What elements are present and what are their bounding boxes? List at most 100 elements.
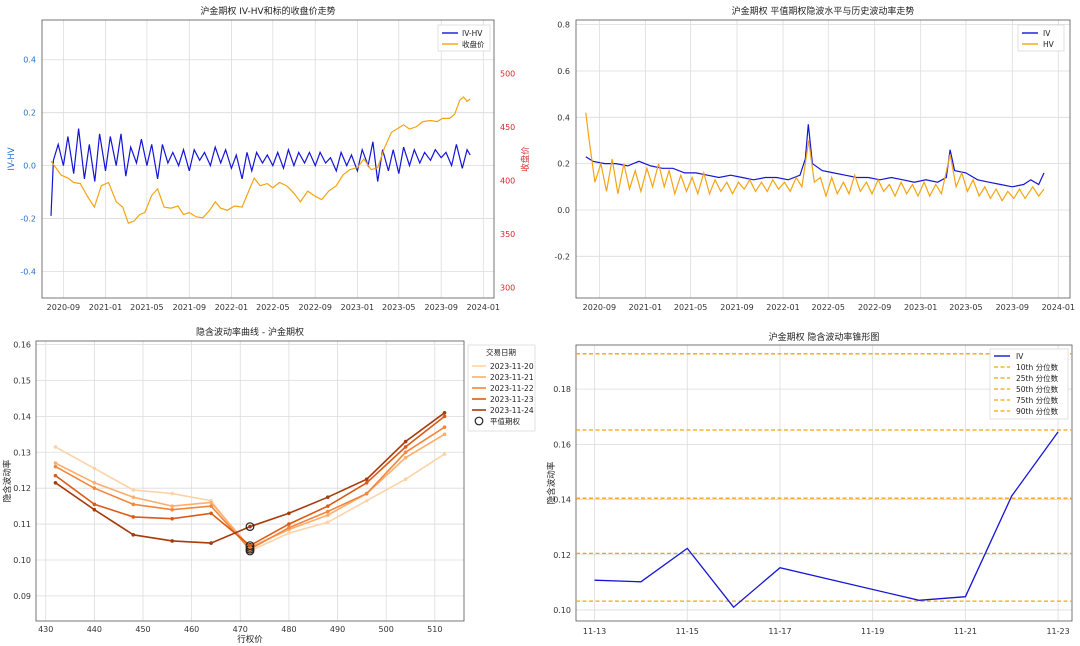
- x-tick-label: 450: [135, 625, 150, 634]
- x-tick-label: 440: [87, 625, 102, 634]
- data-point: [403, 439, 408, 444]
- y-axis-label: 隐含波动率: [2, 459, 13, 502]
- y-tick-label: 0.09: [13, 592, 31, 601]
- data-point: [131, 502, 136, 507]
- x-tick-label: 460: [184, 625, 199, 634]
- x-tick-label: 480: [281, 625, 296, 634]
- x-tick-label: 2022-05: [812, 303, 845, 312]
- data-point: [403, 450, 408, 455]
- legend-label: 25th 分位数: [1016, 373, 1059, 383]
- x-axis-label: 行权价: [237, 634, 263, 645]
- data-point: [131, 533, 136, 537]
- data-point: [92, 480, 97, 485]
- series-line-iv-hv: [50, 128, 471, 216]
- x-tick-label: 2021-09: [173, 303, 206, 312]
- x-tick-label: 2021-05: [674, 303, 707, 312]
- y-tick-label-right: 500: [500, 69, 515, 78]
- x-tick-label: 500: [379, 625, 394, 634]
- data-point: [53, 473, 58, 478]
- y-tick-label: 0.14: [553, 496, 571, 505]
- x-tick-label: 430: [38, 625, 53, 634]
- chart-title: 隐含波动率曲线 - 沪金期权: [196, 326, 304, 338]
- series-line-iv: [594, 431, 1059, 609]
- legend-label: 90th 分位数: [1016, 406, 1059, 416]
- x-tick-label: 2021-09: [720, 303, 753, 312]
- plot-frame: [575, 344, 1073, 622]
- y-tick-label: -0.2: [554, 252, 570, 261]
- y-tick-label: 0.14: [13, 412, 31, 421]
- data-point: [442, 425, 447, 429]
- data-point: [287, 531, 291, 535]
- data-point: [92, 466, 97, 471]
- x-tick-label: 2023-05: [382, 303, 415, 312]
- y-tick-label-right: 400: [500, 176, 515, 185]
- legend-label: 平值期权: [490, 416, 520, 426]
- data-point: [364, 491, 369, 496]
- x-tick-label: 11-23: [1046, 627, 1069, 636]
- x-tick-label: 2023-05: [949, 303, 982, 312]
- data-point: [364, 498, 369, 503]
- data-point: [131, 488, 136, 492]
- data-point: [287, 522, 291, 526]
- data-point: [248, 524, 252, 529]
- data-point: [248, 543, 252, 548]
- plot-frame: [35, 340, 465, 622]
- series-line-hv: [585, 112, 1045, 202]
- data-point: [442, 414, 447, 419]
- y-tick-label: 0.16: [13, 341, 31, 350]
- x-tick-label: 2022-01: [766, 303, 799, 312]
- data-point: [209, 504, 213, 508]
- legend-label: IV-HV: [462, 29, 483, 38]
- chart-iv-hv-close: 2020-09 2021-01 2021-05 2021-09 2022-01 2022-…: [7, 5, 531, 312]
- x-tick-label: 11-21: [954, 627, 977, 636]
- series-line-close: [50, 96, 471, 224]
- data-point: [442, 410, 447, 415]
- x-tick-label: 2023-01: [341, 303, 374, 312]
- legend-box: [1017, 24, 1065, 52]
- data-point: [287, 511, 291, 516]
- y-tick-label: 0.11: [13, 520, 31, 529]
- x-tick-label: 2021-01: [89, 303, 122, 312]
- x-tick-label: 490: [330, 625, 345, 634]
- legend: IV HV: [1017, 24, 1065, 52]
- plot-frame: [41, 19, 495, 299]
- x-tick-label: 2020-09: [47, 303, 80, 312]
- y-tick-label-right: 450: [500, 123, 515, 132]
- y-axis-label-right: 收盘价: [520, 146, 531, 172]
- y-tick-label: 0.10: [13, 556, 31, 565]
- data-point: [326, 509, 330, 514]
- x-tick-label: 2022-09: [299, 303, 332, 312]
- data-point: [170, 516, 174, 521]
- x-tick-label: 2022-05: [256, 303, 289, 312]
- legend-label: 75th 分位数: [1016, 395, 1059, 405]
- x-tick-label: 2021-05: [130, 303, 163, 312]
- x-tick-label: 2021-01: [629, 303, 662, 312]
- y-tick-label: 0.4: [557, 113, 570, 122]
- x-tick-label: 2024-01: [467, 303, 500, 312]
- y-tick-label-left: 0.4: [23, 56, 36, 65]
- data-point: [170, 539, 174, 543]
- y-axis-label: 隐含波动率: [546, 461, 557, 504]
- y-tick-label: 0.12: [553, 551, 571, 560]
- x-tick-label: 11-19: [861, 627, 884, 636]
- chart-iv-smile: 430 440 450 460 470 480 490 500 510 0.09 0.10 0.11 0…: [2, 326, 536, 645]
- y-axis-label-left: IV-HV: [7, 147, 17, 170]
- x-tick-label: 2023-01: [904, 303, 937, 312]
- data-point: [92, 507, 97, 512]
- y-tick-label-right: 300: [500, 283, 515, 292]
- legend: 交易日期 2023-11-20 2023-11-21 2023-11-22 2023-1…: [467, 344, 536, 432]
- x-tick-label: 2022-09: [858, 303, 891, 312]
- y-tick-label: 0.8: [557, 21, 570, 30]
- x-tick-label: 11-13: [583, 627, 606, 636]
- legend-label: 50th 分位数: [1016, 384, 1059, 394]
- data-point: [209, 541, 213, 545]
- x-tick-label: 11-15: [676, 627, 699, 636]
- y-tick-label: 0.2: [557, 160, 570, 169]
- data-point: [403, 477, 408, 482]
- y-tick-label: 0.18: [553, 385, 571, 394]
- chart-title: 沪金期权 隐含波动率锥形图: [769, 331, 880, 343]
- y-tick-label: 0.6: [557, 67, 570, 76]
- y-tick-label: 0.12: [13, 484, 31, 493]
